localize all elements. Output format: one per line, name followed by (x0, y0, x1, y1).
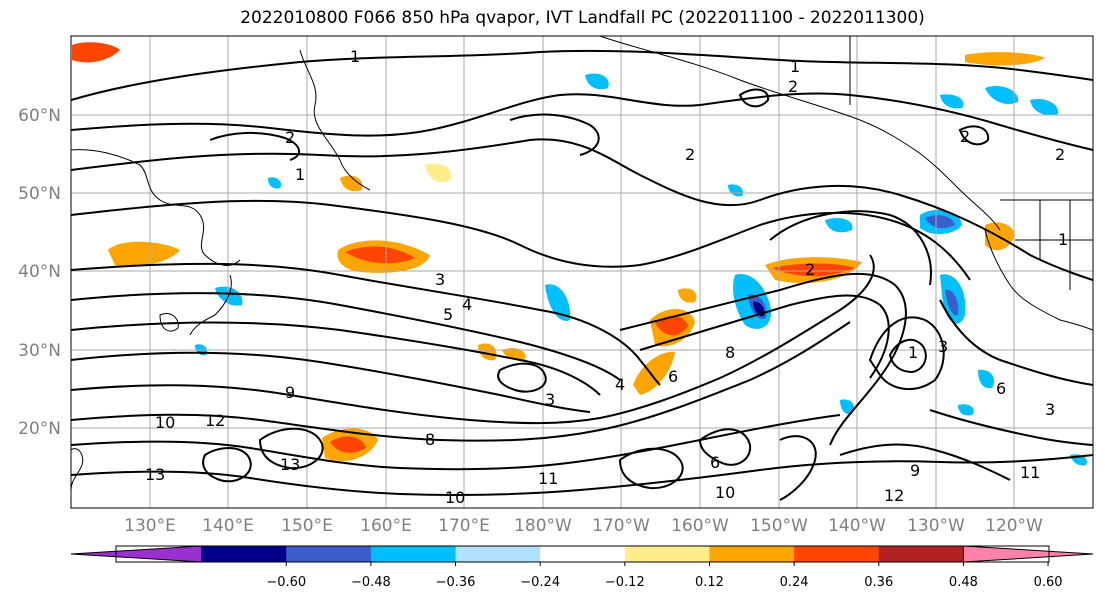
contour-label: 6 (668, 367, 678, 386)
lon-label: 150°E (281, 516, 333, 536)
colorbar-segment (286, 546, 372, 562)
contour-label: 1 (1058, 230, 1068, 249)
colorbar-tick-label: 0.60 (1034, 575, 1063, 590)
contour-label: 10 (155, 413, 175, 432)
colorbar-segment (370, 546, 457, 562)
lon-label: 130°W (907, 516, 965, 536)
contour-label: 8 (425, 430, 435, 449)
colorbar-tick-label: 0.12 (695, 575, 724, 590)
lon-label: 120°W (985, 516, 1043, 536)
colorbar-tick-label: 0.24 (780, 575, 809, 590)
lon-label: 180°W (514, 516, 572, 536)
contour-label: 12 (884, 486, 904, 505)
contour-label: 8 (725, 343, 735, 362)
colorbar-extend-high (962, 545, 1094, 563)
contour-label: 13 (280, 455, 300, 474)
contour-label: 11 (538, 469, 558, 488)
colorbar-segment (794, 546, 880, 562)
map-area (71, 36, 1093, 508)
lat-label: 50°N (18, 184, 61, 204)
contour-label: 2 (805, 260, 815, 279)
contour-label: 3 (545, 390, 555, 409)
contour-label: 2 (285, 128, 295, 147)
contour-label: 10 (715, 483, 735, 502)
colorbar-segment (624, 546, 710, 562)
contour-label: 3 (938, 337, 948, 356)
lon-label: 150°W (750, 516, 808, 536)
lat-label: 60°N (18, 106, 61, 126)
colorbar-tick-label: −0.12 (605, 575, 645, 590)
contour-label: 4 (615, 375, 625, 394)
graticule (71, 36, 1093, 508)
contour-label: 2 (960, 127, 970, 146)
contour-label: 2 (1055, 145, 1065, 164)
contour-label: 1 (350, 47, 360, 66)
colorbar: −0.60 −0.48 −0.36 −0.24 −0.12 0.12 0.24 0.36 0.4… (70, 545, 1094, 590)
colorbar-tick-label: 0.36 (864, 575, 893, 590)
contour-lines (71, 49, 1093, 501)
contour-label: 2 (788, 77, 798, 96)
colorbar-segment (878, 546, 964, 562)
contour-label: 1 (790, 57, 800, 76)
contour-label: 2 (685, 145, 695, 164)
colorbar-tick-label: −0.36 (436, 575, 476, 590)
contour-label: 10 (445, 488, 465, 507)
contour-label: 1 (908, 343, 918, 362)
colorbar-segment (201, 546, 287, 562)
colorbar-segment (709, 546, 795, 562)
contour-label: 4 (462, 295, 472, 314)
contour-label-group: 1 1 1 1 1 2 2 2 2 2 2 3 3 3 3 4 4 5 6 6 … (145, 47, 1068, 507)
lon-label: 140°E (202, 516, 254, 536)
colorbar-segment (540, 546, 626, 562)
contour-label: 6 (710, 453, 720, 472)
contour-label: 9 (285, 383, 295, 402)
contour-label: 3 (1045, 400, 1055, 419)
contour-label: 6 (996, 379, 1006, 398)
map-title: 2022010800 F066 850 hPa qvapor, IVT Land… (240, 8, 925, 28)
contour-label: 12 (205, 411, 225, 430)
lon-label: 160°E (360, 516, 412, 536)
lat-label: 20°N (18, 419, 61, 439)
longitude-labels: 130°E 140°E 150°E 160°E 170°E 180°W 170°… (124, 516, 1043, 536)
lon-label: 130°E (124, 516, 176, 536)
lon-label: 170°W (592, 516, 650, 536)
lon-label: 170°E (438, 516, 490, 536)
colorbar-tick-label: −0.60 (266, 575, 306, 590)
contour-label: 11 (1020, 463, 1040, 482)
lon-label: 160°W (671, 516, 729, 536)
contour-label: 13 (145, 465, 165, 484)
colorbar-tick-label: −0.24 (520, 575, 560, 590)
lat-label: 40°N (18, 262, 61, 282)
contour-label: 5 (443, 305, 453, 324)
lat-label: 30°N (18, 341, 61, 361)
colorbar-segment (455, 546, 541, 562)
contour-label: 3 (435, 270, 445, 289)
contour-label: 1 (295, 165, 305, 184)
colorbar-extend-low (70, 545, 203, 563)
map-frame (70, 35, 1094, 509)
colorbar-tick-label: −0.48 (351, 575, 391, 590)
contour-label: 9 (910, 461, 920, 480)
colorbar-tick-label: 0.48 (949, 575, 978, 590)
latitude-labels: 60°N 50°N 40°N 30°N 20°N (18, 106, 61, 439)
lon-label: 140°W (828, 516, 886, 536)
